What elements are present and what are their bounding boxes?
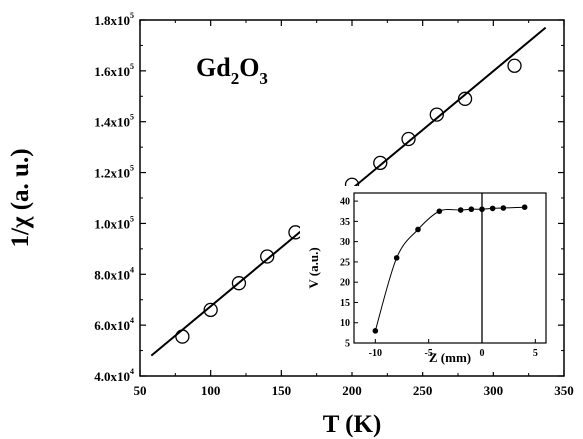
compound-label: Gd2O3 — [196, 53, 268, 88]
inset-y-tick-label: 10 — [340, 318, 350, 329]
inset-data-point — [372, 328, 379, 334]
x-tick-label: 100 — [201, 383, 221, 398]
inset-data-point — [393, 255, 400, 261]
inset-plot: -10 -5 0 5 5 10 15 20 25 30 35 40 Z (mm) V (a.u.) — [300, 186, 558, 372]
x-tick-label: 350 — [554, 383, 574, 398]
y-tick-exponent: 5 — [130, 214, 134, 223]
inset-x-tick-label: 0 — [480, 348, 485, 359]
y-tick-mantissa: 1.6x10 — [94, 64, 130, 79]
y-tick-label: 6.0x104 — [94, 316, 134, 333]
y-tick-exponent: 5 — [130, 11, 134, 20]
y-tick-label: 1.8x105 — [94, 11, 134, 28]
inset-frame — [353, 192, 547, 344]
inset-data-point — [468, 206, 475, 213]
y-tick-label: 8.0x104 — [94, 265, 134, 282]
data-point — [260, 249, 275, 264]
inset-y-tick-label: 35 — [340, 217, 350, 228]
x-tick-label: 50 — [134, 383, 147, 398]
y-tick-exponent: 4 — [130, 316, 134, 325]
x-axis-title: T (K) — [323, 411, 382, 438]
y-tick-label: 4.0x104 — [94, 367, 134, 384]
inset-x-axis-title: Z (mm) — [429, 350, 471, 365]
compound-label-part: O — [239, 53, 259, 82]
inset-x-tick-label: 5 — [533, 348, 538, 359]
data-point — [507, 58, 522, 73]
compound-label-part: 3 — [259, 69, 268, 88]
y-tick-exponent: 4 — [130, 367, 134, 376]
data-point — [203, 302, 218, 318]
y-tick-mantissa: 6.0x10 — [94, 318, 130, 333]
y-tick-mantissa: 8.0x10 — [94, 267, 130, 282]
y-tick-exponent: 5 — [130, 164, 134, 173]
inset-data-point — [521, 204, 528, 210]
inset-y-tick-label: 25 — [340, 257, 350, 268]
y-tick-label: 1.0x105 — [94, 214, 134, 231]
y-tick-label: 1.6x105 — [94, 62, 134, 79]
y-tick-mantissa: 1.8x10 — [94, 13, 130, 28]
data-point — [231, 276, 247, 291]
inset-y-tick-label: 40 — [340, 197, 350, 208]
y-tick-mantissa: 1.2x10 — [94, 166, 130, 181]
inset-data-point — [457, 207, 464, 213]
y-tick-exponent: 5 — [130, 113, 134, 122]
inset-y-axis-title: V (a.u.) — [306, 247, 321, 288]
inset-y-tick-label: 15 — [340, 298, 350, 309]
y-tick-mantissa: 1.4x10 — [94, 115, 130, 130]
data-point — [457, 91, 473, 106]
data-point — [373, 155, 388, 171]
inset-data-point — [415, 226, 421, 233]
inset-background — [300, 186, 558, 372]
data-point — [401, 131, 416, 147]
inset-data-point — [479, 206, 485, 213]
y-axis-title: 1/χ (a. u.) — [7, 148, 34, 247]
inset-data-point — [500, 205, 507, 211]
x-tick-label: 300 — [484, 383, 504, 398]
y-tick-mantissa: 4.0x10 — [94, 369, 130, 384]
y-tick-label: 1.2x105 — [94, 164, 134, 181]
y-tick-exponent: 5 — [130, 62, 134, 71]
inset-y-tick-label: 5 — [345, 339, 350, 350]
y-tick-label: 1.4x105 — [94, 113, 134, 130]
inset-data-point — [489, 205, 496, 212]
compound-label-part: 2 — [231, 69, 240, 88]
inset-data-point — [436, 208, 443, 215]
compound-label-part: Gd — [196, 53, 231, 82]
main-plot: 50 100 150 200 250 300 3504.0x1046.0x1048.0x10… — [7, 11, 574, 438]
inset-x-tick-label: -5 — [424, 348, 432, 359]
inset-y-tick-label: 30 — [340, 237, 350, 248]
inset-y-tick-label: 20 — [340, 278, 350, 289]
inset-curve — [374, 206, 525, 331]
data-point — [429, 107, 444, 122]
x-tick-label: 150 — [272, 383, 292, 398]
x-tick-label: 250 — [413, 383, 433, 398]
inset-x-tick-label: -10 — [369, 348, 382, 359]
data-point — [175, 329, 190, 344]
y-tick-mantissa: 1.0x10 — [94, 216, 130, 231]
y-tick-exponent: 4 — [130, 265, 134, 274]
x-tick-label: 200 — [342, 383, 362, 398]
